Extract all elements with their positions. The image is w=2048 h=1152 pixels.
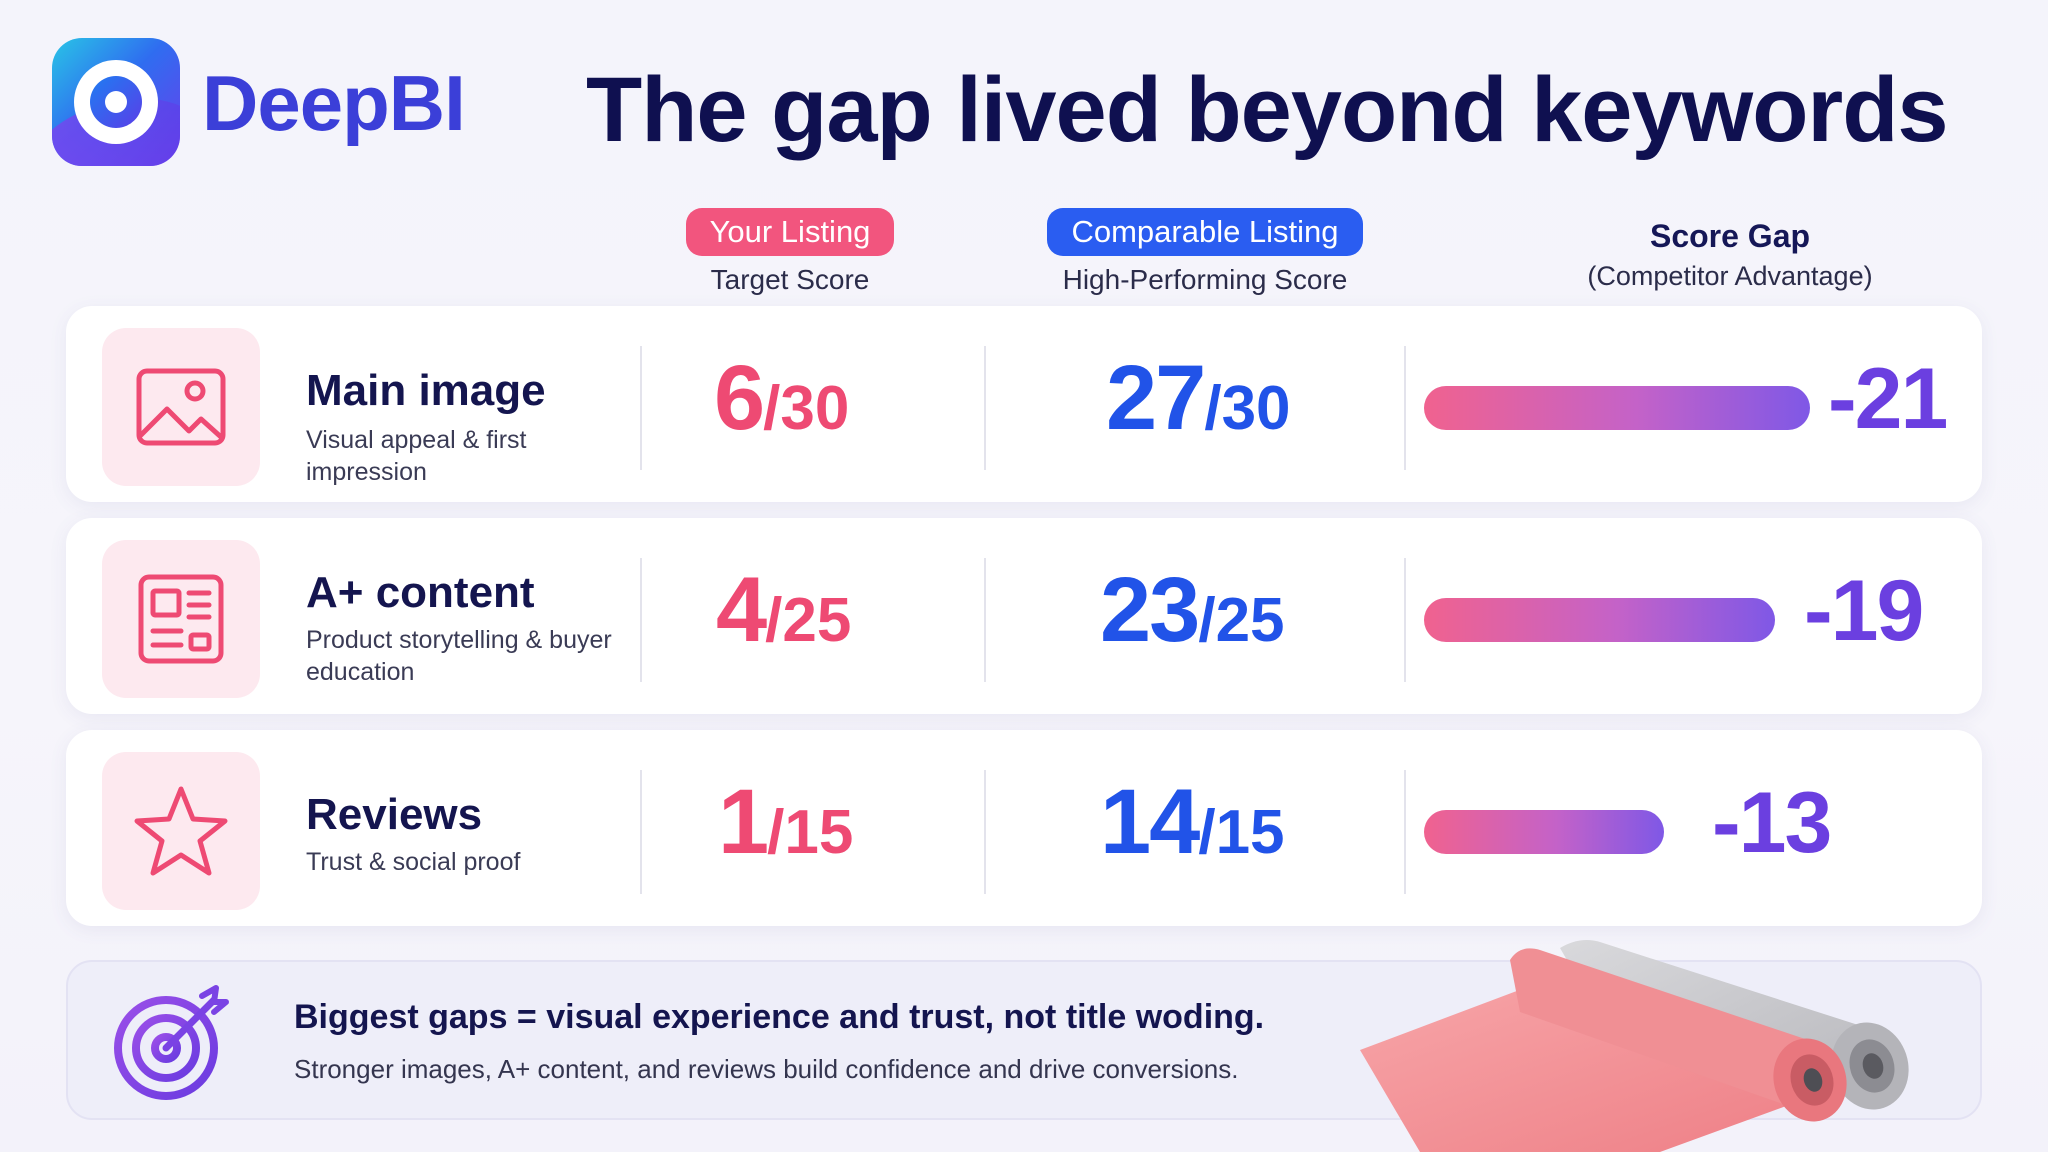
row-description: Visual appeal & first impression [306,426,527,486]
score-gap-sub: (Competitor Advantage) [1587,261,1873,291]
comparable-score: 27/30 [1106,347,1291,449]
row-a-plus-content: A+ content Product storytelling & buyer … [66,518,1982,714]
star-icon [102,752,260,910]
your-listing-header: Your Listing Target Score [640,208,940,296]
comparable-listing-header: Comparable Listing High-Performing Score [1020,208,1390,296]
page-title: The gap lived beyond keywords [586,59,1949,161]
brand-name: DeepBI [202,59,466,147]
row-description: Trust & social proof [306,848,521,876]
row-reviews: Reviews Trust & social proof 1/15 14/15 … [66,730,1982,926]
summary-subtext: Stronger images, A+ content, and reviews… [294,1054,1239,1084]
your-score: 6/30 [714,347,850,449]
summary-headline: Biggest gaps = visual experience and tru… [294,998,1265,1036]
gap-value: -19 [1804,563,1924,659]
image-icon [102,328,260,486]
comparable-listing-sub: High-Performing Score [1062,264,1348,295]
row-title: Main image [306,366,546,415]
row-title: Reviews [306,790,483,839]
score-gap-header: Score Gap (Competitor Advantage) [1540,208,1920,292]
gap-bar [1424,598,1775,642]
your-listing-pill: Your Listing [685,208,895,256]
gap-value: -21 [1828,351,1948,447]
row-main-image: Main image Visual appeal & first impress… [66,306,1982,502]
row-description: Product storytelling & buyer education [306,626,612,686]
target-arrow-icon [114,985,229,1100]
your-listing-sub: Target Score [710,264,870,295]
document-icon [102,540,260,698]
gap-bar [1424,810,1664,854]
comparable-score: 14/15 [1100,771,1285,873]
your-score: 1/15 [718,771,854,873]
gap-value: -13 [1712,775,1832,871]
your-score: 4/25 [716,559,852,661]
deepbi-logo-icon [52,38,180,166]
yoga-mat-image [1360,940,1909,1152]
row-title: A+ content [306,568,535,617]
gap-bar [1424,386,1810,430]
comparable-score: 23/25 [1100,559,1285,661]
score-gap-title: Score Gap [1649,218,1811,254]
comparable-listing-pill: Comparable Listing [1047,208,1363,256]
